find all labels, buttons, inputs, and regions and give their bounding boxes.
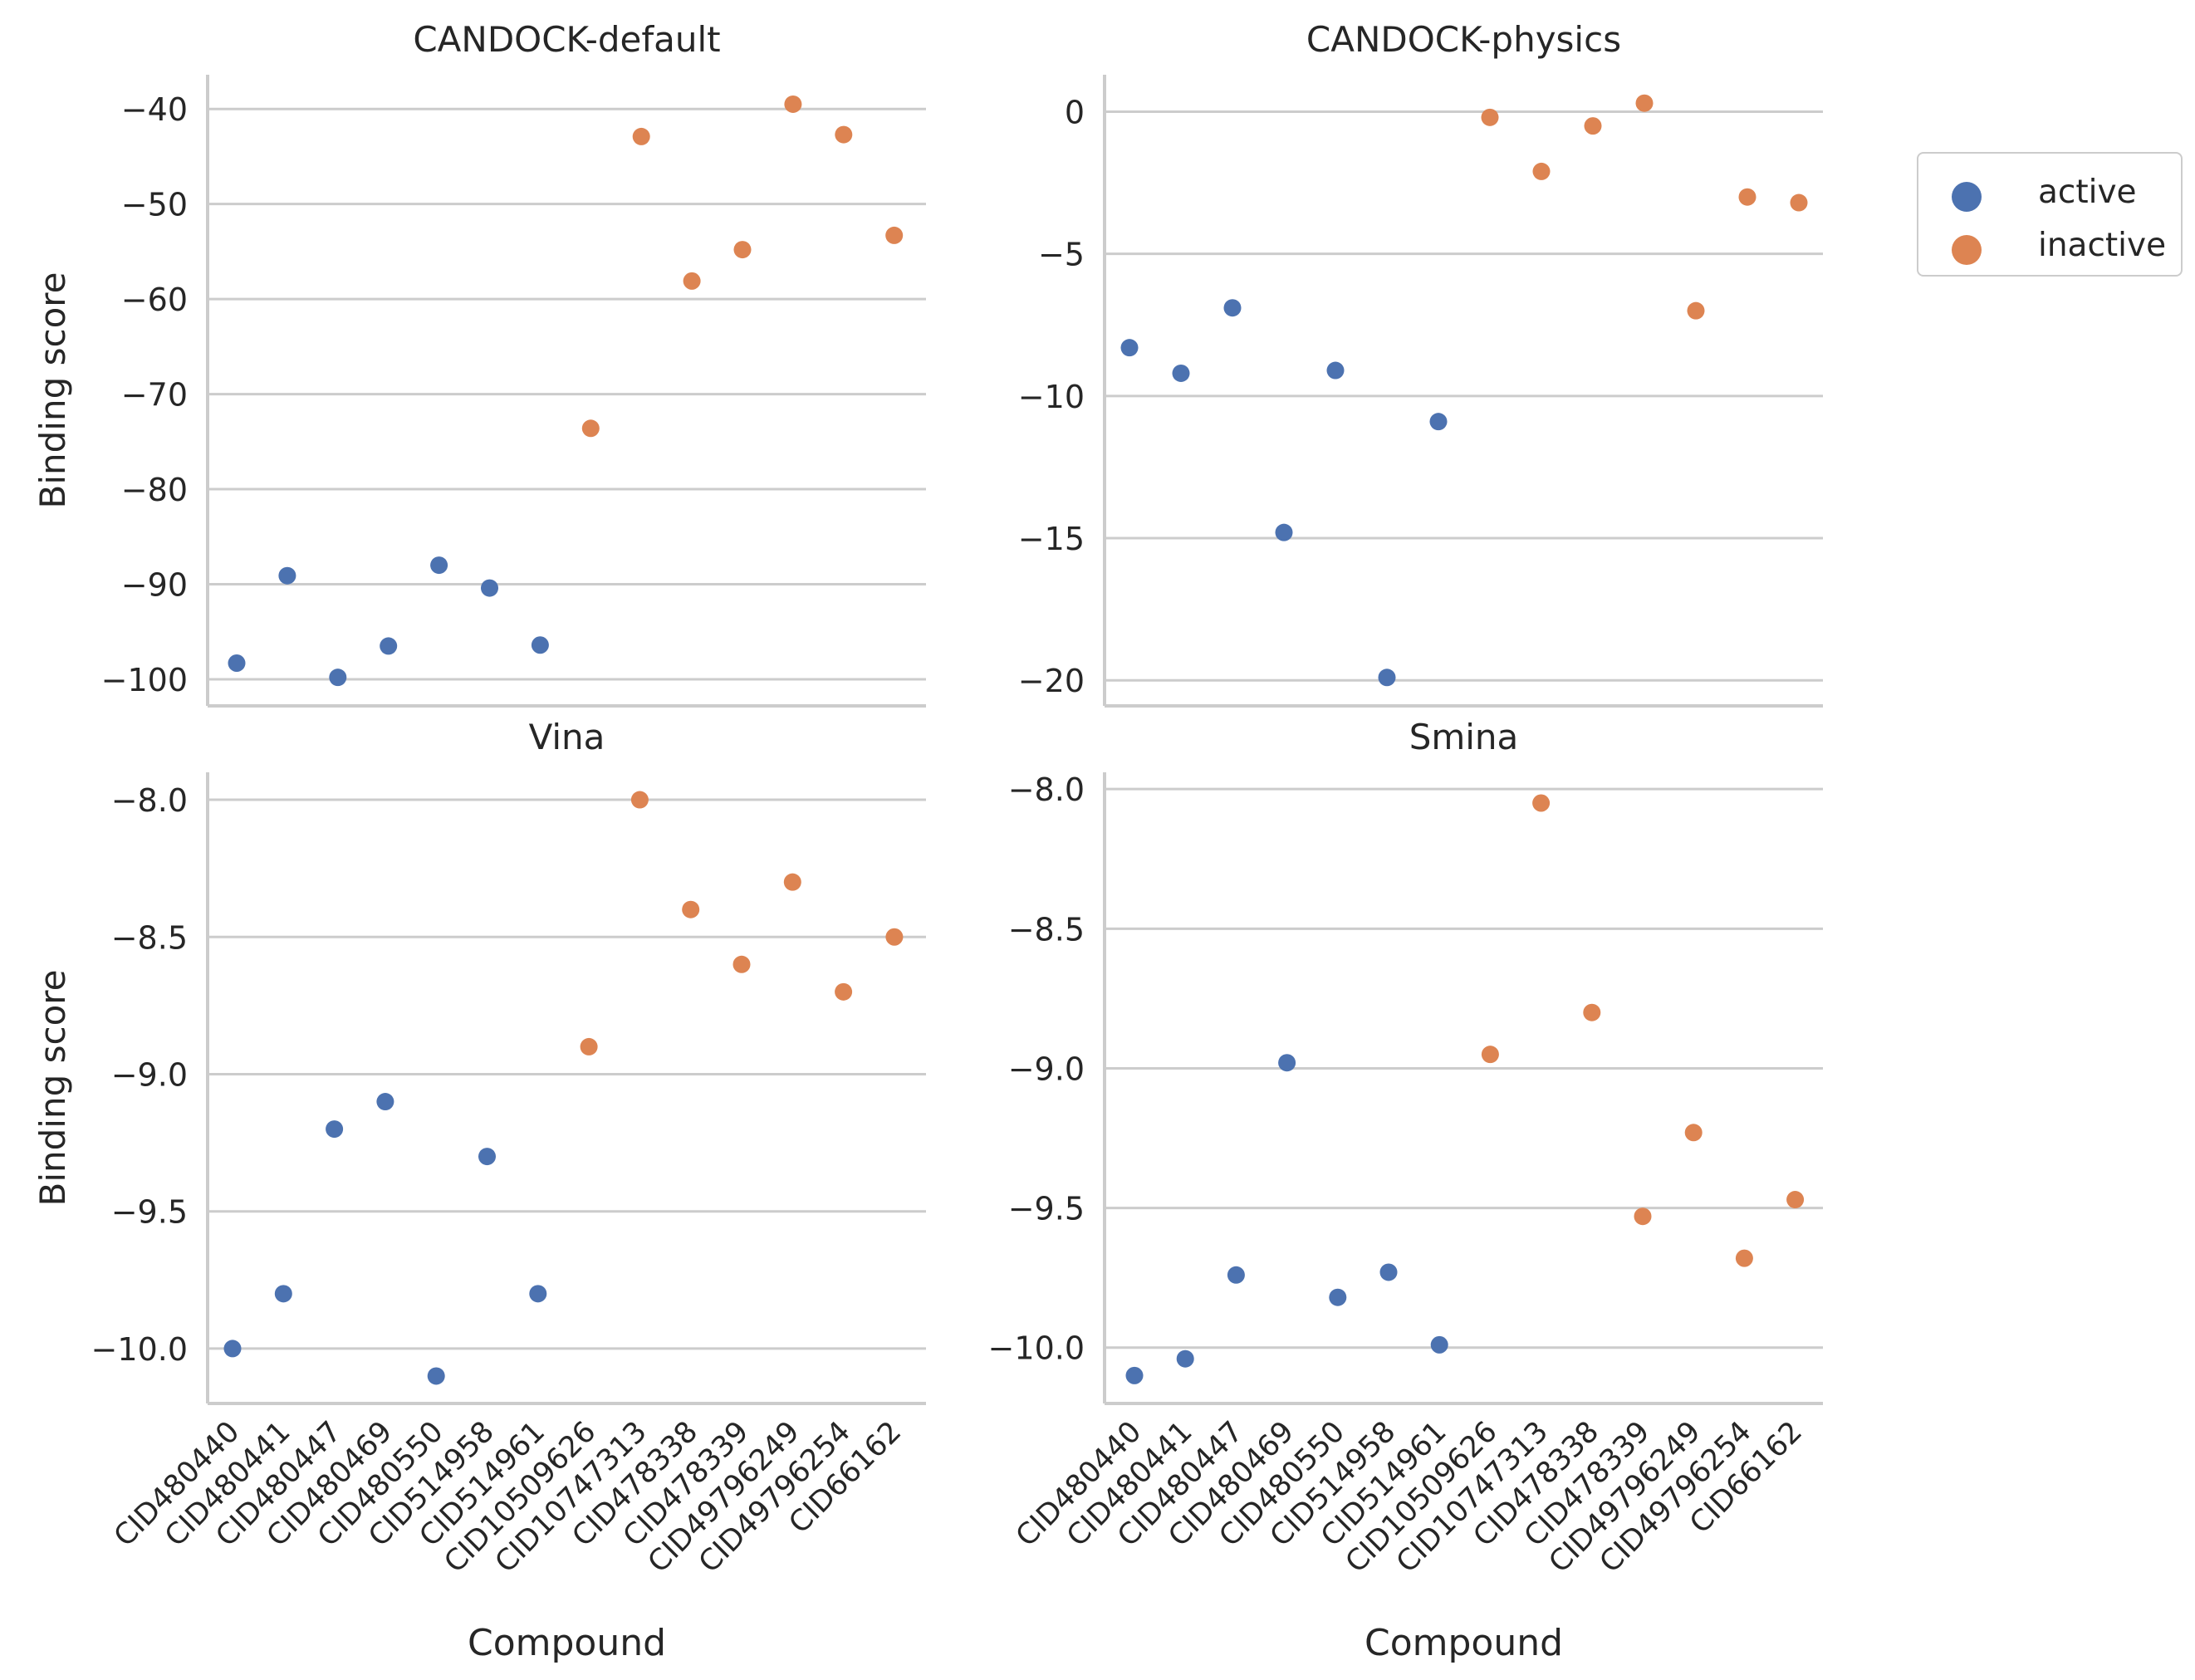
data-point	[630, 791, 649, 809]
data-point	[1635, 94, 1654, 112]
panel-title: Smina	[1409, 717, 1519, 757]
legend-swatch-inactive	[1952, 235, 1982, 265]
data-point	[430, 556, 448, 575]
data-point	[1227, 1266, 1245, 1284]
legend: active inactive	[1917, 152, 2183, 277]
data-point	[427, 1367, 445, 1385]
data-point	[835, 982, 853, 1001]
data-point	[784, 95, 802, 113]
data-point	[1790, 193, 1808, 212]
y-tick-label: −8.5	[1008, 911, 1085, 948]
legend-swatch-active	[1952, 182, 1982, 212]
y-tick-label: 0	[1065, 95, 1085, 131]
y-tick-label: −9.0	[111, 1056, 188, 1093]
data-point	[683, 272, 701, 290]
data-point	[732, 955, 751, 973]
data-point	[1429, 413, 1448, 431]
data-point	[1735, 1249, 1753, 1267]
y-tick-label: −10.0	[91, 1331, 188, 1368]
data-point	[885, 928, 904, 946]
data-point	[478, 1148, 496, 1166]
data-point	[581, 419, 600, 438]
data-point	[885, 226, 904, 244]
data-point	[1634, 1207, 1652, 1226]
data-point	[1684, 1124, 1703, 1142]
data-point	[783, 873, 801, 891]
data-point	[376, 1093, 394, 1111]
data-point	[1584, 117, 1602, 135]
data-point	[682, 900, 700, 918]
data-point	[1223, 299, 1242, 317]
data-point	[223, 1340, 242, 1358]
data-point	[1786, 1191, 1805, 1209]
y-tick-label: −70	[121, 377, 188, 414]
data-point	[481, 579, 498, 597]
data-point	[531, 636, 549, 654]
y-tick-label: −80	[121, 472, 188, 508]
y-tick-label: −10.0	[988, 1330, 1085, 1367]
data-point	[278, 566, 296, 585]
y-tick-label: −40	[121, 91, 188, 128]
y-tick-label: −60	[121, 282, 188, 318]
data-point	[1120, 339, 1139, 357]
data-point	[1481, 108, 1499, 126]
data-point	[228, 654, 246, 672]
y-axis-label: Binding score	[32, 970, 73, 1207]
y-tick-label: −9.0	[1008, 1051, 1085, 1087]
data-point	[580, 1037, 598, 1056]
data-point	[1687, 301, 1705, 320]
y-tick-label: −8.0	[1008, 771, 1085, 808]
data-point	[1532, 162, 1551, 180]
panel-title: CANDOCK-default	[413, 19, 720, 60]
data-point	[1329, 1288, 1347, 1306]
data-point	[1430, 1335, 1448, 1354]
data-point	[1172, 364, 1190, 382]
data-point	[1378, 669, 1396, 687]
y-tick-label: −5	[1038, 237, 1085, 273]
data-point	[632, 127, 650, 145]
y-tick-label: −10	[1018, 379, 1085, 415]
data-point	[329, 669, 347, 687]
data-point	[1176, 1349, 1194, 1368]
y-tick-label: −8.0	[111, 782, 188, 819]
legend-label-active: active	[2038, 174, 2137, 211]
data-point	[529, 1285, 547, 1303]
panel-title: Vina	[529, 717, 605, 757]
y-tick-label: −8.5	[111, 919, 188, 956]
data-point	[1532, 794, 1551, 812]
y-tick-label: −20	[1018, 663, 1085, 699]
y-tick-label: −100	[101, 662, 188, 698]
y-tick-label: −50	[121, 187, 188, 223]
y-tick-label: −15	[1018, 521, 1085, 557]
data-point	[326, 1120, 344, 1139]
data-point	[1125, 1366, 1144, 1384]
data-point	[1738, 188, 1756, 206]
data-point	[1278, 1054, 1296, 1072]
panel-title: CANDOCK-physics	[1306, 19, 1621, 60]
data-point	[733, 241, 752, 259]
data-point	[1481, 1046, 1499, 1064]
data-point	[1275, 523, 1293, 541]
data-point	[1583, 1003, 1601, 1021]
y-tick-label: −90	[121, 566, 188, 603]
legend-label-inactive: inactive	[2038, 227, 2167, 264]
y-tick-label: −9.5	[111, 1194, 188, 1231]
legend-entry-inactive: inactive	[1918, 222, 2181, 272]
y-tick-label: −9.5	[1008, 1191, 1085, 1227]
data-point	[835, 125, 853, 144]
data-point	[1326, 361, 1345, 380]
data-point	[380, 637, 398, 655]
data-point	[1379, 1263, 1398, 1281]
data-point	[274, 1285, 292, 1303]
legend-entry-active: active	[1918, 169, 2181, 218]
x-axis-label: Compound	[1365, 1622, 1563, 1664]
x-axis-label: Compound	[468, 1622, 666, 1664]
y-axis-label: Binding score	[32, 272, 73, 509]
